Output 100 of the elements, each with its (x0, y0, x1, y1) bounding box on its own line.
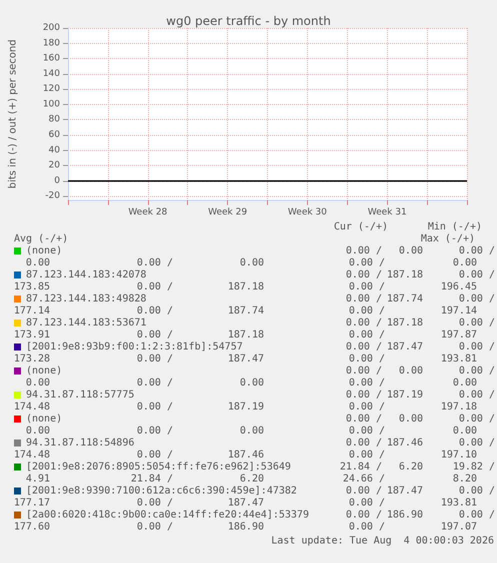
text: 0.00 / (346, 486, 382, 496)
text: 0.00 / (346, 438, 382, 448)
text: 193.81 (440, 498, 477, 508)
text: 187.18 (228, 282, 264, 292)
text: 0.00 / (346, 342, 382, 352)
y-tick-label: 140 (42, 68, 60, 79)
text: 0.00 / (458, 318, 495, 328)
text: 0.00 / (346, 414, 382, 424)
x-tick-label: Week 30 (288, 208, 328, 218)
text: 187.18 (386, 318, 423, 328)
text: 0.00 / (348, 330, 385, 340)
legend-label: (none) (26, 366, 62, 376)
text: 187.47 (228, 498, 264, 508)
legend-label: 94.31.87.118:54896 (26, 438, 134, 448)
text: 0.00 / (346, 294, 382, 304)
text: 186.90 (228, 522, 264, 532)
text: 0.00 / (136, 498, 173, 508)
text: 0.00 (240, 378, 264, 388)
text: 0.00 / (348, 354, 385, 364)
text: 187.19 (228, 402, 264, 412)
text: 0.00 / (458, 366, 495, 376)
text: 0.00 (452, 426, 477, 436)
text: 0.00 (240, 426, 264, 436)
text: 187.47 (386, 342, 423, 352)
text: 0.00 / (348, 306, 385, 316)
legend-label: 87.123.144.183:42078 (26, 270, 146, 280)
legend-label: 87.123.144.183:53671 (26, 318, 146, 328)
y-tick-label: 180 (42, 38, 60, 48)
text: 6.20 (398, 462, 423, 472)
text: 0.00 (452, 258, 477, 268)
text: 0.00 / (458, 246, 495, 256)
chart-title: wg0 peer traffic - by month (166, 14, 331, 28)
text: 0.00 (452, 378, 477, 388)
text: 197.87 (440, 330, 477, 340)
text: Avg (-/+) (14, 234, 68, 244)
text: 0.00 / (348, 522, 385, 532)
text: 0.00 / (348, 498, 385, 508)
text: 173.91 (14, 330, 50, 340)
text: 0.00 (26, 258, 50, 268)
y-tick-label: 120 (42, 84, 60, 94)
text: Cur (-/+) (334, 222, 388, 232)
text: 19.82 / (452, 462, 495, 472)
text: 187.46 (228, 450, 264, 460)
text: 187.19 (386, 390, 423, 400)
x-tick-label: Week 28 (128, 208, 168, 218)
text: 0.00 / (348, 450, 385, 460)
text: 8.20 (452, 474, 477, 484)
text: 187.46 (386, 438, 423, 448)
text: 177.14 (14, 306, 50, 316)
y-tick-label: 20 (48, 160, 60, 171)
text: 197.10 (440, 450, 477, 460)
text: 177.17 (14, 498, 50, 508)
text: 0.00 / (458, 510, 495, 520)
y-tick-label: 200 (42, 23, 60, 33)
text: 187.18 (386, 270, 423, 280)
legend-label: (none) (26, 246, 62, 256)
text: 0.00 / (458, 486, 495, 496)
y-tick-label: 100 (42, 99, 60, 110)
text: 173.28 (14, 354, 50, 364)
text: 0.00 / (348, 426, 385, 436)
text: 177.60 (14, 522, 50, 532)
text: 0.00 / (136, 282, 173, 292)
text: 0.00 / (136, 330, 173, 340)
text: Max (-/+) (420, 234, 475, 244)
text: 0.00 / (346, 510, 382, 520)
y-tick-label: -20 (45, 191, 60, 202)
text: 24.66 / (342, 474, 385, 484)
text: 193.81 (440, 354, 477, 364)
text: 0.00 (398, 246, 423, 256)
text: 0.00 / (348, 378, 385, 388)
text: 0.00 / (136, 522, 173, 532)
text: 187.74 (386, 294, 423, 304)
text: 0.00 / (136, 378, 173, 388)
text: 4.91 (26, 474, 50, 484)
text: 0.00 / (348, 258, 385, 268)
y-axis-title: bits in (-) / out (+) per second (8, 39, 18, 189)
text: 0.00 / (136, 402, 173, 412)
y-tick-label: 160 (42, 54, 60, 64)
text: 187.47 (228, 354, 264, 364)
text: 0.00 (26, 378, 50, 388)
text: 0.00 / (136, 426, 173, 436)
text: 173.85 (14, 282, 50, 292)
text: 0.00 / (458, 438, 495, 448)
text: 0.00 (398, 366, 423, 376)
text: 0.00 / (458, 294, 495, 304)
text: 0.00 / (136, 354, 173, 364)
text: 6.20 (240, 474, 264, 484)
text: 186.90 (386, 510, 423, 520)
text: 0.00 / (458, 390, 495, 400)
text: 0.00 / (348, 402, 385, 412)
text: 0.00 / (136, 258, 173, 268)
y-tick-label: 40 (48, 145, 60, 156)
legend-label: 87.123.144.183:49828 (26, 294, 146, 304)
text: 174.48 (14, 402, 50, 412)
text: 0.00 / (458, 342, 495, 352)
y-tick-label: 0 (54, 176, 60, 186)
text: 187.18 (228, 330, 264, 340)
x-tick-label: Week 31 (368, 208, 407, 218)
text: 197.18 (440, 402, 477, 412)
legend-label: (none) (26, 414, 62, 424)
